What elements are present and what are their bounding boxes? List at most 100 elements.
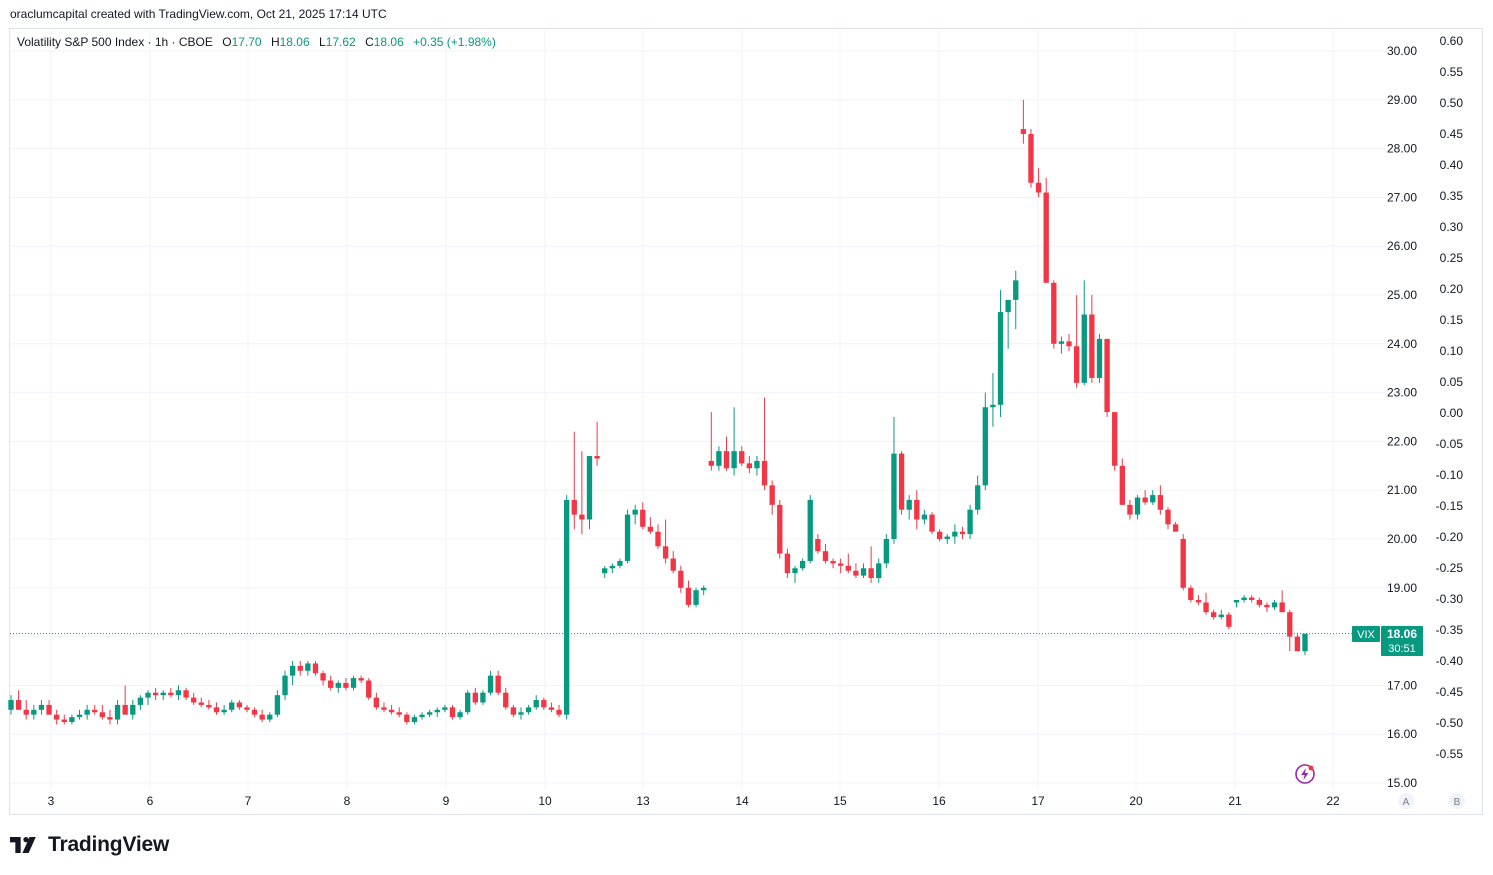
secondary-axis-tick: -0.55 xyxy=(1436,747,1464,761)
candle-body xyxy=(1089,314,1095,378)
candle-body xyxy=(152,692,159,696)
candle-body xyxy=(1127,504,1133,515)
candle-body xyxy=(434,709,440,713)
candle-body xyxy=(1104,338,1110,413)
candle-body xyxy=(160,692,166,696)
candle-body xyxy=(122,704,128,715)
chart-grid xyxy=(10,30,1385,790)
candle-body xyxy=(678,570,684,588)
candle-body xyxy=(1028,133,1034,183)
candle-body xyxy=(1142,497,1148,503)
candle-body xyxy=(305,663,311,671)
candle-body xyxy=(830,560,836,564)
brand-name: TradingView xyxy=(48,833,170,856)
price-axis-tick: 17.00 xyxy=(1387,678,1417,692)
scale-a-label: A xyxy=(1403,797,1410,808)
price-tag: VIX 18.06 30:51 xyxy=(1352,626,1423,656)
secondary-axis-tick: 0.20 xyxy=(1440,282,1464,296)
candle-body xyxy=(175,690,182,696)
candle-body xyxy=(609,565,615,569)
candle-body xyxy=(1287,612,1293,637)
candle-body xyxy=(792,568,798,574)
candle-body xyxy=(632,509,638,515)
candle-body xyxy=(191,697,197,703)
candle-body xyxy=(510,707,517,715)
candle-body xyxy=(1119,465,1125,505)
candle-body xyxy=(586,456,593,520)
candle-body xyxy=(442,707,448,710)
secondary-axis-tick: 0.60 xyxy=(1440,34,1464,48)
candle-body xyxy=(221,709,227,713)
chart-legend: Volatility S&P 500 Index · 1h · CBOE O17… xyxy=(17,35,496,49)
secondary-axis-tick: 0.55 xyxy=(1440,65,1464,79)
candle-body xyxy=(1271,602,1278,608)
candle-body xyxy=(206,704,212,708)
price-tag-ticker-bg xyxy=(1352,626,1380,642)
candle-body xyxy=(449,707,456,718)
candle-body xyxy=(1241,597,1247,600)
candle-body xyxy=(335,682,341,688)
secondary-axis-tick: -0.05 xyxy=(1436,437,1464,451)
candle-body xyxy=(525,707,532,713)
candle-body xyxy=(23,709,29,715)
time-axis-tick: 10 xyxy=(538,794,552,808)
candle-body xyxy=(838,563,844,566)
candle-body xyxy=(944,536,950,539)
price-axis-tick: 15.00 xyxy=(1387,776,1417,790)
candle-body xyxy=(1020,129,1027,134)
candle-body xyxy=(54,714,60,720)
scale-a-button[interactable] xyxy=(1398,793,1414,809)
price-axis-tick: 19.00 xyxy=(1387,581,1417,595)
price-axis-tick: 27.00 xyxy=(1387,190,1417,204)
candle-body xyxy=(563,499,570,715)
candle-body xyxy=(906,499,912,510)
candle-body xyxy=(647,526,654,532)
candle-body xyxy=(236,702,243,708)
price-axis-tick: 30.00 xyxy=(1387,44,1417,58)
price-tag-ticker: VIX xyxy=(1357,629,1375,641)
secondary-axis-tick: -0.30 xyxy=(1436,592,1464,606)
chart-frame[interactable] xyxy=(9,28,1483,815)
candle-body xyxy=(137,697,144,705)
secondary-axis-tick: -0.15 xyxy=(1436,499,1464,513)
candle-body xyxy=(731,451,737,469)
secondary-axis-tick: 0.05 xyxy=(1440,375,1464,389)
time-axis-tick: 16 xyxy=(932,794,946,808)
candle-body xyxy=(31,709,37,715)
candle-body xyxy=(282,675,288,696)
candle-body xyxy=(183,690,189,698)
price-tag-bg xyxy=(1381,626,1423,656)
legend-symbol[interactable]: Volatility S&P 500 Index · 1h · CBOE xyxy=(17,35,213,49)
candle-body xyxy=(777,504,783,554)
candle-body xyxy=(15,700,22,710)
candle-body xyxy=(1134,497,1141,515)
tradingview-logo-icon xyxy=(10,837,36,853)
candle-body xyxy=(8,700,14,710)
scale-buttons: A B xyxy=(1398,793,1465,809)
candle-body xyxy=(388,709,395,713)
candle-body xyxy=(84,709,90,715)
candle-body xyxy=(936,531,943,539)
secondary-axis-tick: 0.30 xyxy=(1440,220,1464,234)
candle-body xyxy=(69,717,75,722)
candle-body xyxy=(845,565,851,571)
secondary-axis-tick: 0.35 xyxy=(1440,189,1464,203)
candle-body xyxy=(92,709,98,713)
candle-body xyxy=(579,514,585,520)
candle-body xyxy=(853,570,859,576)
candle-body xyxy=(708,460,714,466)
candle-body xyxy=(746,463,753,469)
candle-body xyxy=(548,707,555,710)
candle-body xyxy=(350,678,357,688)
legend-open-value: 17.70 xyxy=(231,35,262,49)
lightning-icon[interactable] xyxy=(1294,763,1316,785)
candle-body xyxy=(61,719,67,722)
scale-b-button[interactable] xyxy=(1449,793,1465,809)
tradingview-branding[interactable]: TradingView xyxy=(10,833,169,857)
candle-body xyxy=(1264,604,1270,608)
price-axis-tick: 21.00 xyxy=(1387,483,1417,497)
candle-body xyxy=(959,531,966,535)
candle-body xyxy=(1066,341,1072,347)
candle-body xyxy=(465,692,471,713)
